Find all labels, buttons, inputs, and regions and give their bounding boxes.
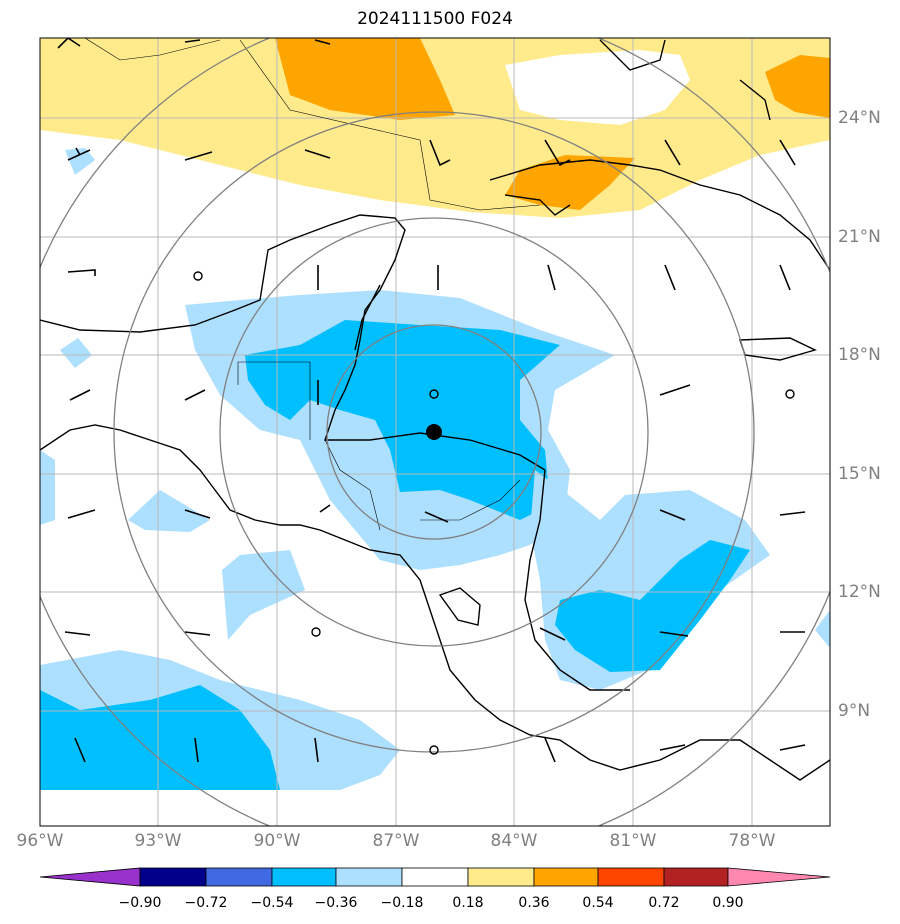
colorbar-bin-2	[205, 867, 273, 887]
negative-field-west-3	[222, 550, 305, 640]
negative-field-gulf-2	[60, 338, 92, 368]
lon-label-87w: 87°W	[372, 831, 420, 851]
positive-field-clear	[505, 50, 690, 125]
colorbar-bin-8	[597, 867, 665, 887]
map-title: 2024111500 F024	[357, 9, 513, 29]
colorbar-tick-5: −0.18	[380, 895, 424, 911]
map-blank-south	[40, 790, 830, 826]
colorbar-tick-4: −0.36	[314, 895, 358, 911]
country-borders	[84, 38, 541, 531]
colorbar-tick-8: 0.54	[582, 895, 614, 911]
colorbar-tick-1: −0.90	[118, 895, 162, 911]
colorbar-tick-2: −0.72	[184, 895, 228, 911]
lat-label-21n: 21°N	[838, 227, 881, 247]
graticule	[40, 38, 830, 826]
wind-barbs	[57, 38, 806, 763]
colorbar-bin-7	[533, 867, 599, 887]
lat-label-9n: 9°N	[838, 701, 871, 721]
colorbar-extend-low	[39, 867, 141, 887]
positive-field-strong-3	[765, 55, 830, 118]
colorbar-bin-3	[271, 867, 337, 887]
range-rings	[40, 38, 830, 826]
colorbar-tick-10: 0.90	[712, 895, 744, 911]
lon-label-81w: 81°W	[609, 831, 657, 851]
lon-label-90w: 90°W	[253, 831, 301, 851]
colorbar-tick-7: 0.36	[518, 895, 550, 911]
lat-label-18n: 18°N	[838, 345, 881, 365]
colorbar-tick-6: 0.18	[452, 895, 484, 911]
negative-field-west-2	[128, 490, 210, 532]
negative-field-east-edge	[815, 610, 830, 648]
storm-center-marker	[426, 424, 442, 440]
map-area	[40, 38, 830, 826]
map-frame	[39, 37, 831, 827]
lat-label-24n: 24°N	[838, 108, 881, 128]
negative-field-gulf-1	[65, 148, 95, 175]
lon-label-96w: 96°W	[16, 831, 64, 851]
colorbar-bin-6	[467, 867, 535, 887]
negative-field-west-1	[40, 450, 55, 525]
colorbar-tick-9: 0.72	[648, 895, 680, 911]
colorbar-bin-5	[401, 867, 469, 887]
colorbar	[39, 867, 831, 887]
lon-label-93w: 93°W	[134, 831, 182, 851]
colorbar-bin-9	[663, 867, 729, 887]
lon-label-84w: 84°W	[490, 831, 538, 851]
lat-label-15n: 15°N	[838, 464, 881, 484]
lat-label-12n: 12°N	[838, 582, 881, 602]
colorbar-extend-high	[727, 867, 831, 887]
colorbar-tick-3: −0.54	[250, 895, 294, 911]
colorbar-bin-4	[335, 867, 403, 887]
positive-field-strong-1	[275, 38, 455, 120]
calm-markers	[193, 271, 795, 755]
positive-field-strong-2	[505, 155, 635, 210]
negative-field-strong-center	[245, 320, 560, 520]
lon-label-78w: 78°W	[728, 831, 776, 851]
colorbar-bin-1	[139, 867, 207, 887]
negative-field-strong-east	[555, 540, 750, 672]
